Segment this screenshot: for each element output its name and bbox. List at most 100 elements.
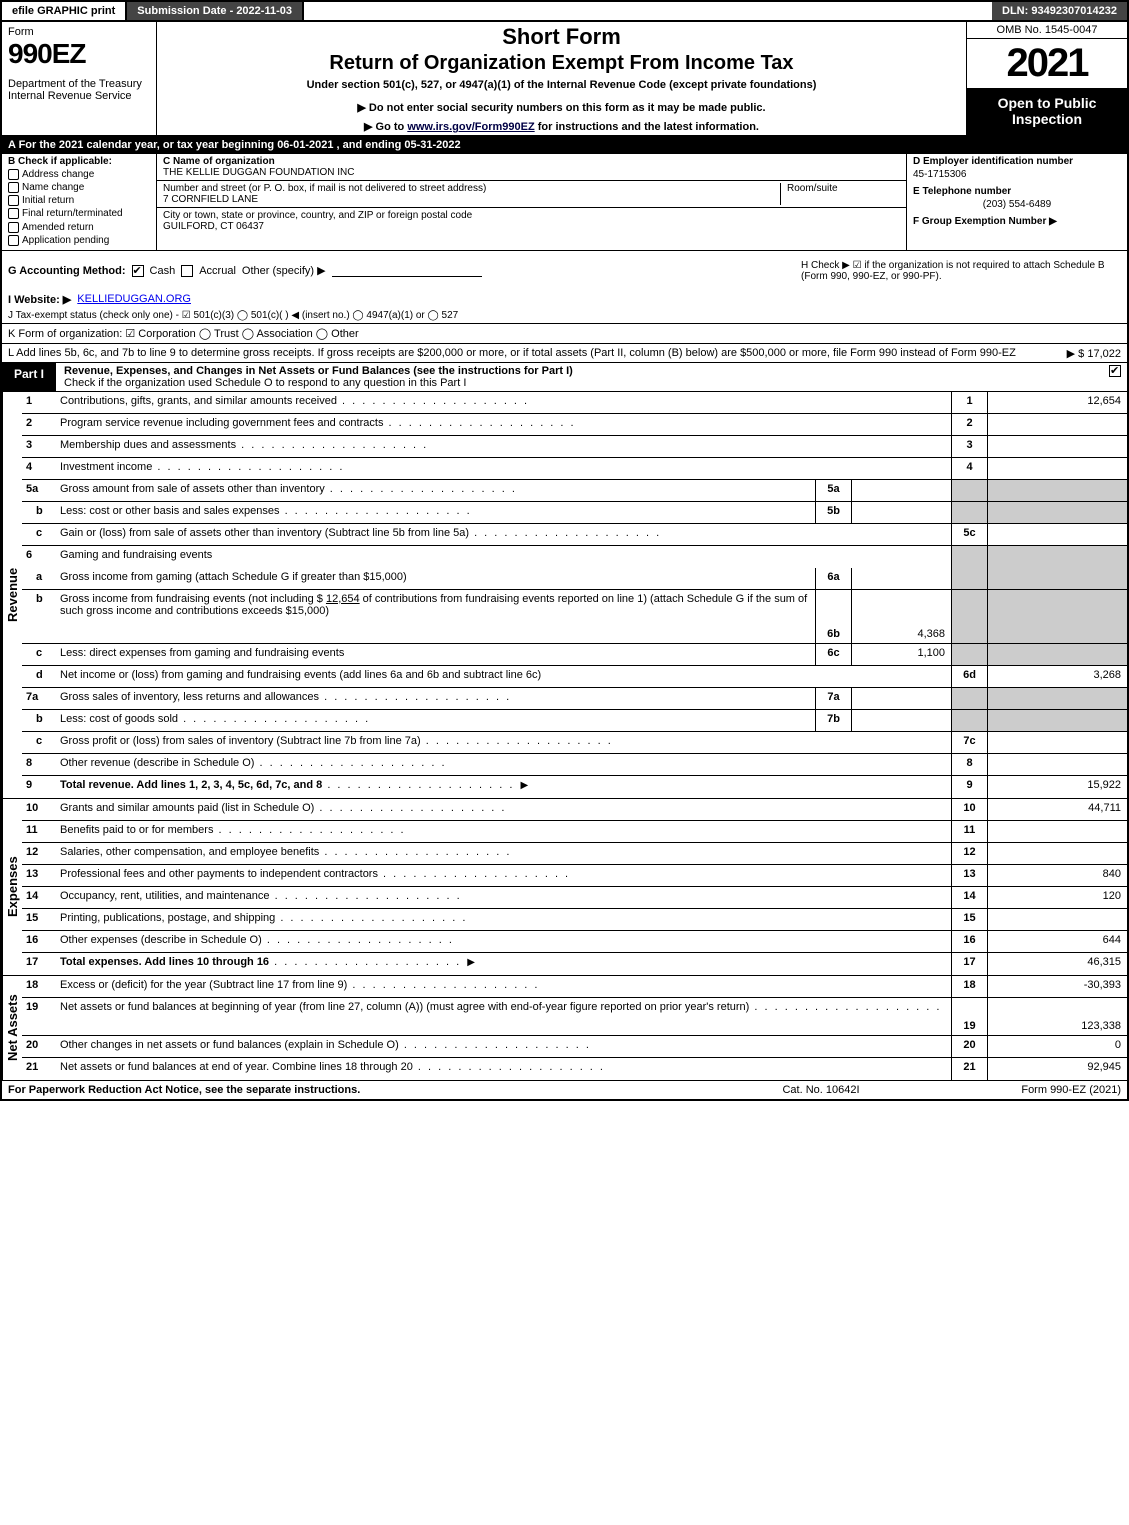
schedule-o-check[interactable] [1109,365,1121,377]
row-amount: 3,268 [987,666,1127,687]
desc-text: Other revenue (describe in Schedule O) [60,757,254,769]
col-d-ids: D Employer identification number 45-1715… [907,154,1127,250]
chk-accrual[interactable] [181,265,193,277]
row-subnum: 6a [815,568,851,589]
chk-application-pending[interactable]: Application pending [8,235,150,246]
row-linenum: 18 [951,976,987,997]
row-desc: Other expenses (describe in Schedule O) [56,931,951,952]
desc-text: Benefits paid to or for members [60,824,213,836]
row-num: 4 [22,458,56,479]
chk-final-return[interactable]: Final return/terminated [8,208,150,219]
row-linenum: 2 [951,414,987,435]
desc-text: Excess or (deficit) for the year (Subtra… [60,979,347,991]
row-linenum-shaded [951,590,987,643]
city-value: GUILFORD, CT 06437 [163,221,472,232]
row-num: a [22,568,56,589]
desc-text: Occupancy, rent, utilities, and maintena… [60,890,270,902]
row-18: 18 Excess or (deficit) for the year (Sub… [22,976,1127,998]
part1-title-text: Revenue, Expenses, and Changes in Net As… [64,365,573,377]
dots-icon [469,527,661,539]
tel-value: (203) 554-6489 [913,199,1121,210]
dots-icon [347,979,539,991]
tel-label: E Telephone number [913,186,1121,197]
line-l: L Add lines 5b, 6c, and 7b to line 9 to … [0,344,1129,363]
line-g-h: G Accounting Method: Cash Accrual Other … [0,251,1129,291]
dots-icon [280,505,472,517]
dots-icon [383,417,575,429]
chk-name-change[interactable]: Name change [8,182,150,193]
row-desc: Gross profit or (loss) from sales of inv… [56,732,951,753]
contrib-amount: 12,654 [326,593,360,605]
part1-header: Part I Revenue, Expenses, and Changes in… [0,363,1129,392]
row-2: 2 Program service revenue including gove… [22,414,1127,436]
org-name-row: C Name of organization THE KELLIE DUGGAN… [157,154,906,181]
submission-date-button[interactable]: Submission Date - 2022-11-03 [127,2,304,20]
row-desc: Professional fees and other payments to … [56,865,951,886]
desc-text: Total revenue. Add lines 1, 2, 3, 4, 5c,… [60,779,322,791]
website-link[interactable]: KELLIEDUGGAN.ORG [77,293,191,305]
row-amount-shaded [987,688,1127,709]
row-linenum: 9 [951,776,987,798]
row-6d: d Net income or (loss) from gaming and f… [22,666,1127,688]
footer-right: Form 990-EZ (2021) [921,1084,1121,1096]
line-k: K Form of organization: ☑ Corporation ◯ … [0,324,1129,344]
row-15: 15 Printing, publications, postage, and … [22,909,1127,931]
dots-icon [421,735,613,747]
row-linenum: 14 [951,887,987,908]
row-num: 14 [22,887,56,908]
row-7c: c Gross profit or (loss) from sales of i… [22,732,1127,754]
row-linenum-shaded [951,688,987,709]
row-num: 3 [22,436,56,457]
row-desc: Investment income [56,458,951,479]
desc-text: Gross sales of inventory, less returns a… [60,691,319,703]
dots-icon [337,395,529,407]
header-right: OMB No. 1545-0047 2021 Open to Public In… [967,22,1127,135]
chk-amended-return[interactable]: Amended return [8,222,150,233]
desc-text: Gross profit or (loss) from sales of inv… [60,735,421,747]
chk-initial-return[interactable]: Initial return [8,195,150,206]
chk-address-change[interactable]: Address change [8,169,150,180]
website-label: I Website: ▶ [8,293,71,306]
row-amount: 644 [987,931,1127,952]
row-num: 2 [22,414,56,435]
row-amount: 0 [987,1036,1127,1057]
row-linenum-shaded [951,480,987,501]
row-amount: 123,338 [987,998,1127,1035]
row-13: 13 Professional fees and other payments … [22,865,1127,887]
room-suite: Room/suite [780,183,900,205]
row-linenum: 15 [951,909,987,930]
footer-mid: Cat. No. 10642I [721,1084,921,1096]
page-footer: For Paperwork Reduction Act Notice, see … [0,1081,1129,1101]
street-label: Number and street (or P. O. box, if mail… [163,183,780,194]
row-linenum: 13 [951,865,987,886]
ein-label: D Employer identification number [913,156,1121,167]
desc-text: Less: cost or other basis and sales expe… [60,505,280,517]
chk-cash[interactable] [132,265,144,277]
city-row: City or town, state or province, country… [157,208,906,234]
other-specify-input[interactable] [332,264,482,277]
row-linenum: 12 [951,843,987,864]
row-subnum: 5b [815,502,851,523]
row-num: 19 [22,998,56,1035]
row-num: c [22,732,56,753]
chk-label: Amended return [22,222,94,233]
row-linenum: 6d [951,666,987,687]
desc-text: Gross amount from sale of assets other t… [60,483,325,495]
row-desc: Net income or (loss) from gaming and fun… [56,666,951,687]
row-num: 20 [22,1036,56,1057]
row-desc: Gross sales of inventory, less returns a… [56,688,815,709]
row-amount: 12,654 [987,392,1127,413]
row-7b: b Less: cost of goods sold 7b [22,710,1127,732]
dots-icon [319,846,511,858]
row-linenum: 21 [951,1058,987,1080]
irs-link[interactable]: www.irs.gov/Form990EZ [407,121,534,133]
efile-print-button[interactable]: efile GRAPHIC print [2,2,127,20]
row-12: 12 Salaries, other compensation, and emp… [22,843,1127,865]
top-bar: efile GRAPHIC print Submission Date - 20… [0,0,1129,22]
line-h: H Check ▶ ☑ if the organization is not r… [801,260,1121,282]
dots-icon [314,802,506,814]
revenue-vert-label: Revenue [2,392,22,798]
expenses-vert-label: Expenses [2,799,22,975]
row-desc: Other changes in net assets or fund bala… [56,1036,951,1057]
desc-text: Less: direct expenses from gaming and fu… [60,647,344,659]
